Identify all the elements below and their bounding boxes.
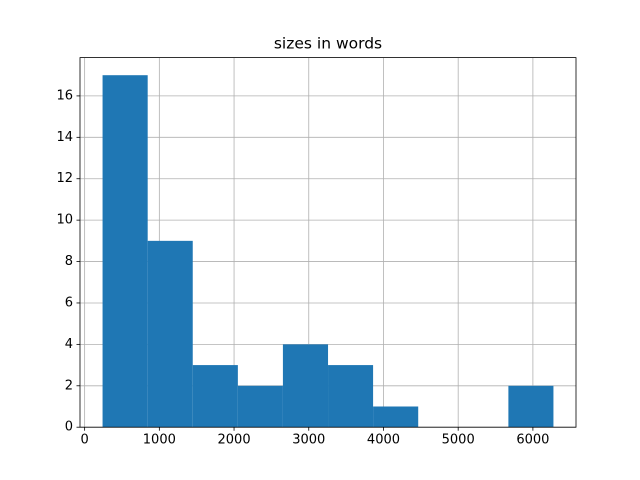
y-tick-label: 4 [65, 337, 73, 352]
bar [102, 75, 148, 428]
x-tick-label: 2000 [218, 433, 251, 448]
x-tick-label: 4000 [367, 433, 400, 448]
y-tick-label: 2 [65, 378, 73, 393]
x-tick-label: 6000 [516, 433, 549, 448]
bar [373, 406, 419, 428]
bar [328, 365, 374, 428]
y-tick-label: 14 [56, 130, 73, 145]
y-tick-label: 12 [56, 171, 73, 186]
y-tick-label: 0 [65, 420, 73, 435]
y-tick-label: 8 [65, 254, 73, 269]
bar [147, 240, 193, 428]
y-tick-label: 10 [56, 213, 73, 228]
x-tick-label: 5000 [442, 433, 475, 448]
chart-title: sizes in words [274, 35, 382, 53]
x-tick-label: 1000 [143, 433, 176, 448]
bar [192, 365, 238, 428]
y-tick-label: 6 [65, 295, 73, 310]
y-tick-label: 16 [56, 88, 73, 103]
bar [282, 344, 329, 428]
x-tick-label: 3000 [292, 433, 325, 448]
bar [508, 385, 554, 428]
bar [237, 385, 283, 428]
x-tick-label: 0 [80, 433, 88, 448]
plot-frame [79, 57, 577, 428]
